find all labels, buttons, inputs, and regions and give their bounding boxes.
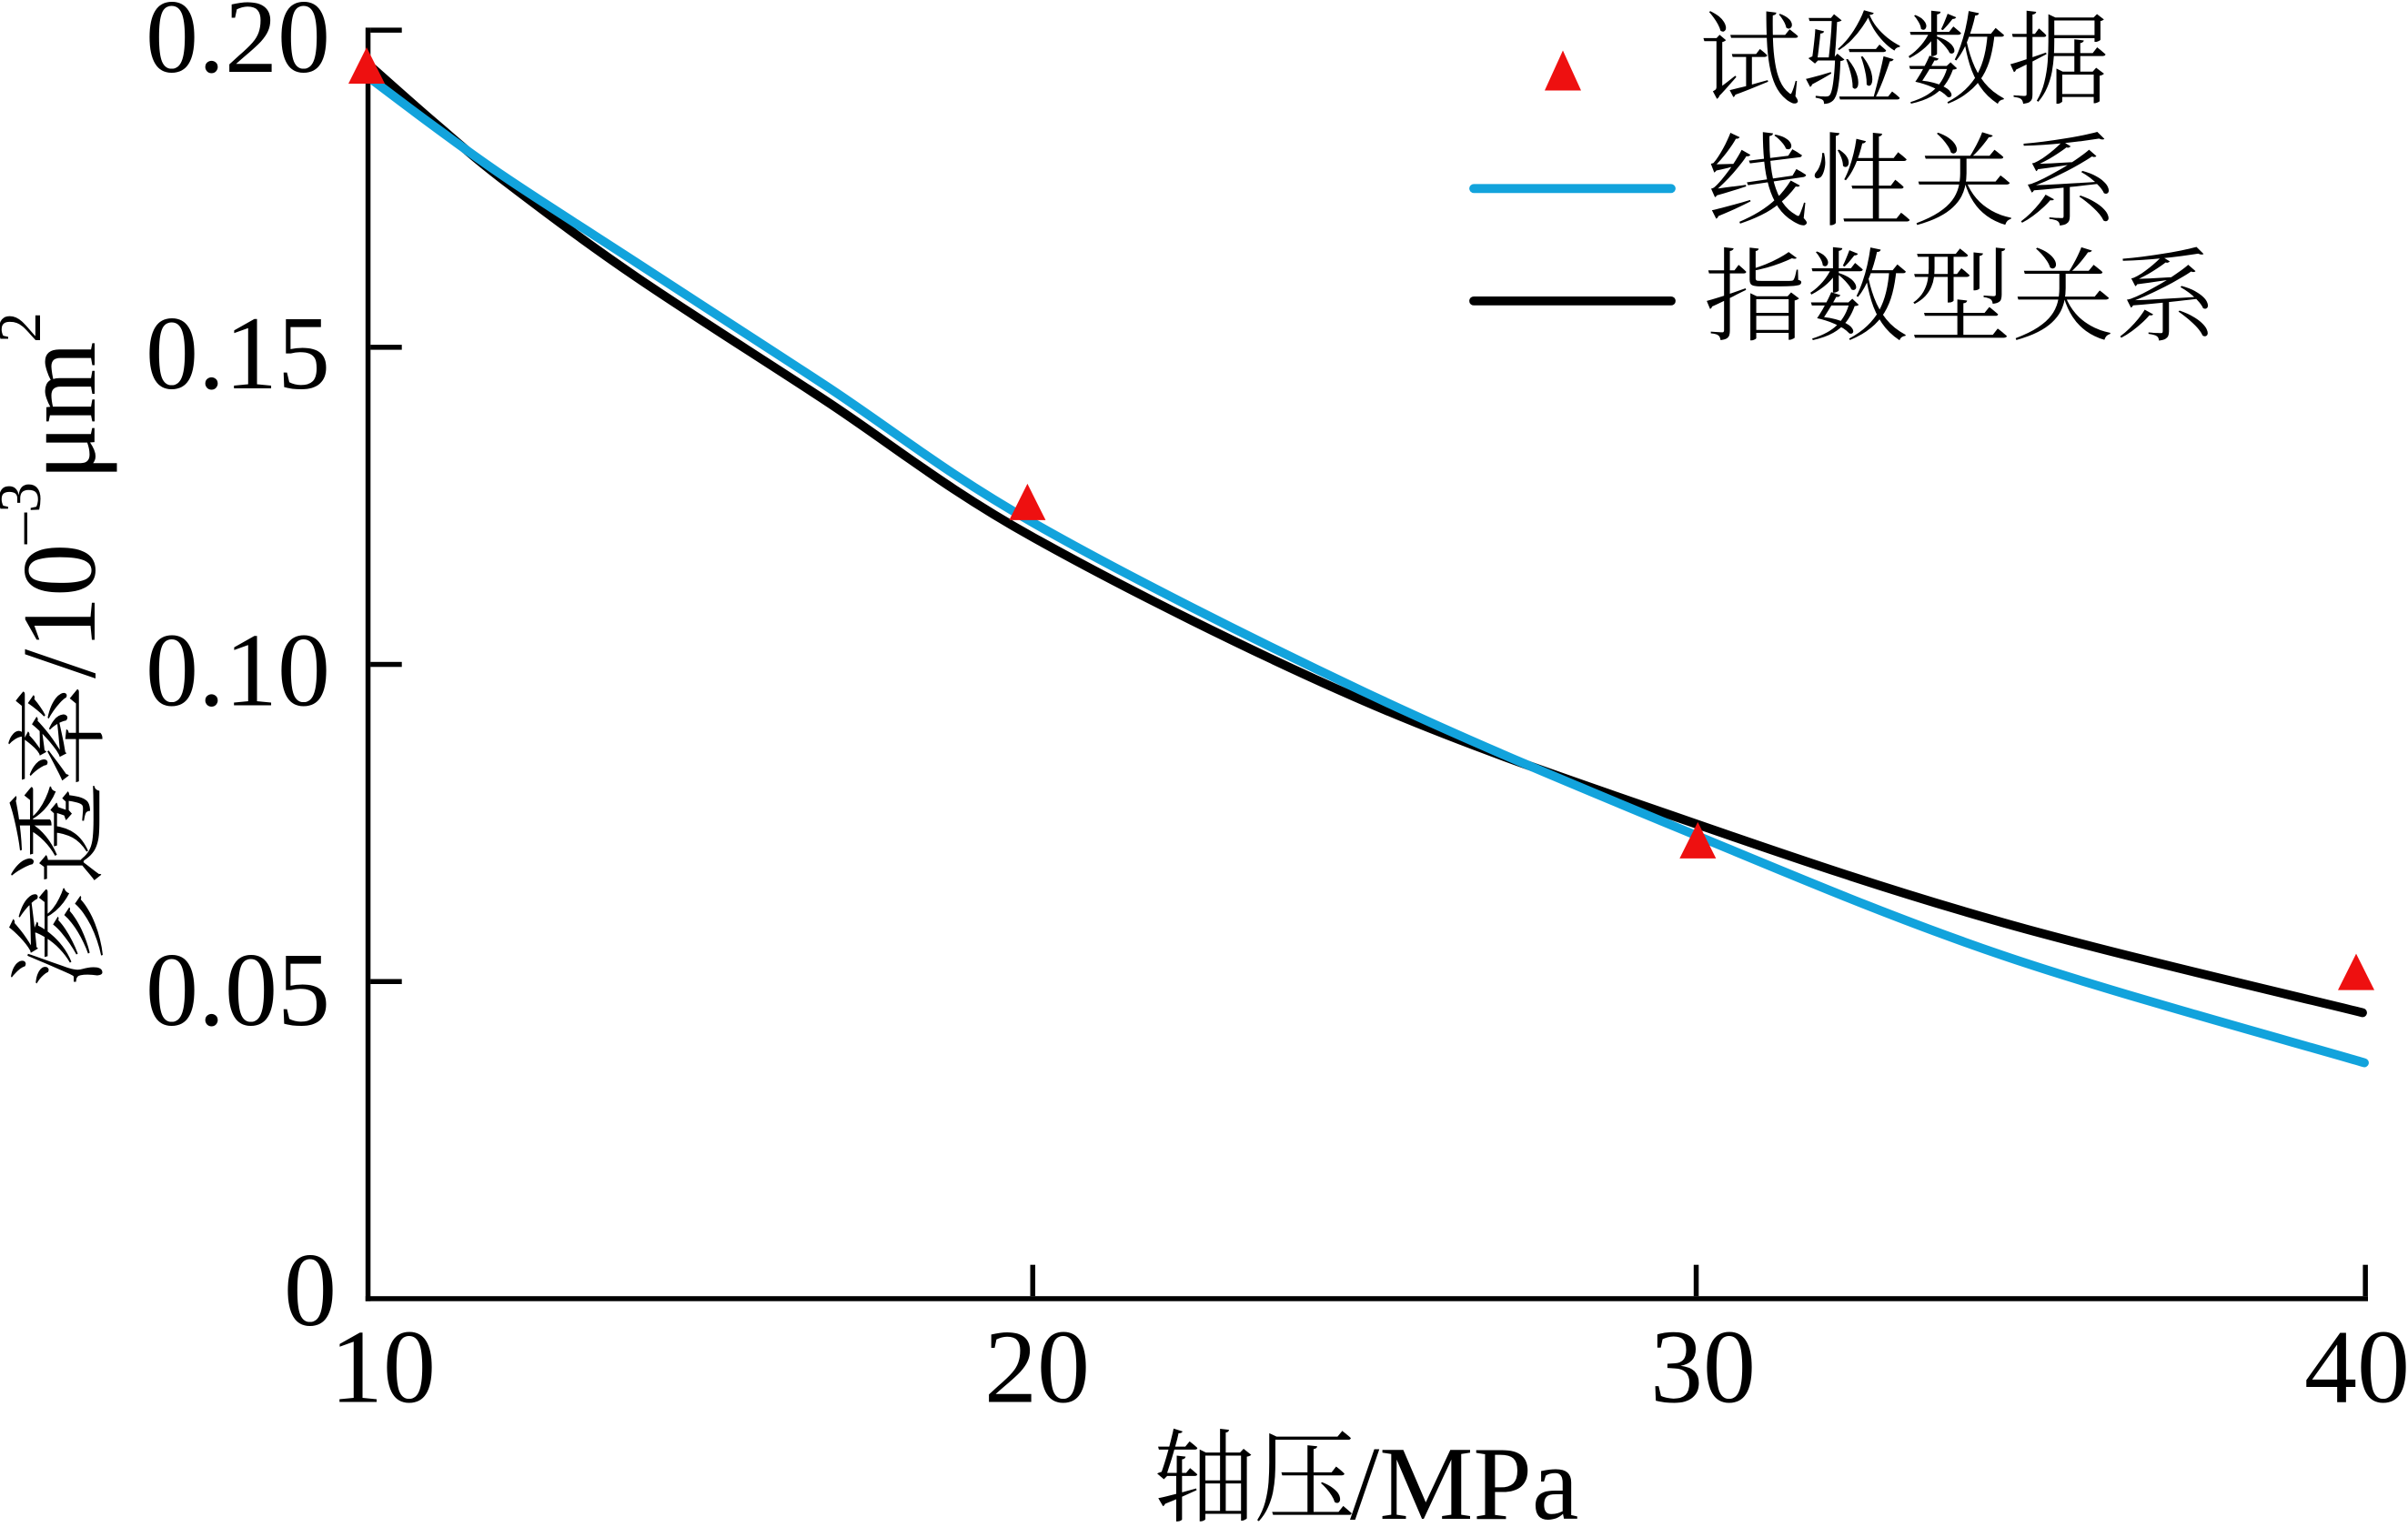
svg-text:μm: μm — [2, 342, 118, 480]
svg-text:/10: /10 — [2, 544, 118, 678]
svg-text:40: 40 — [2304, 1309, 2408, 1425]
svg-text:10: 10 — [330, 1309, 436, 1425]
svg-text:2: 2 — [0, 312, 54, 343]
svg-text:0.20: 0.20 — [146, 0, 330, 95]
svg-text:0: 0 — [284, 1232, 337, 1349]
svg-text:0.10: 0.10 — [146, 613, 330, 729]
svg-text:20: 20 — [984, 1309, 1090, 1425]
svg-text:/MPa: /MPa — [1350, 1426, 1578, 1522]
svg-text:0.05: 0.05 — [146, 932, 330, 1049]
svg-text:30: 30 — [1650, 1309, 1756, 1425]
svg-text:–3: –3 — [0, 482, 54, 545]
svg-text:0.15: 0.15 — [146, 296, 330, 412]
